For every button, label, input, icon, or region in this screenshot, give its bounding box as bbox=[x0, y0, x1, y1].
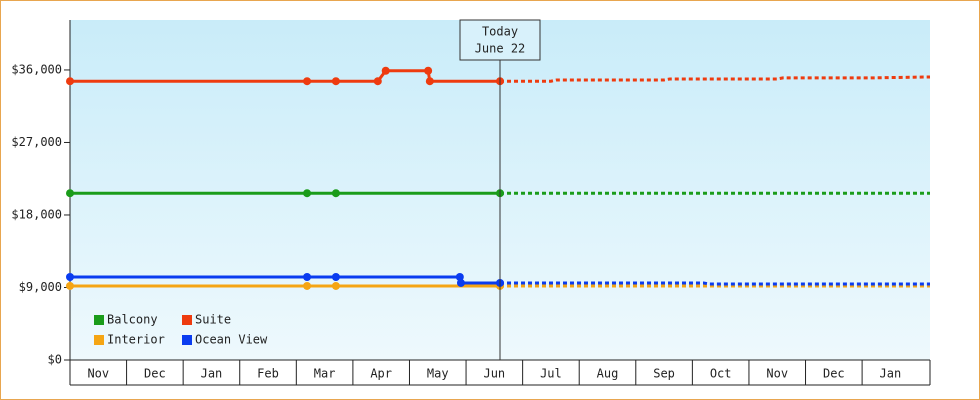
y-tick-label: $27,000 bbox=[11, 135, 62, 149]
price-point bbox=[381, 66, 390, 75]
x-tick-label: Feb bbox=[257, 367, 279, 381]
x-tick-label: Apr bbox=[370, 367, 392, 381]
price-point bbox=[331, 281, 340, 290]
legend-label: Balcony bbox=[107, 313, 158, 327]
price-point bbox=[66, 77, 74, 86]
x-tick-label: Mar bbox=[314, 367, 336, 381]
price-point bbox=[66, 189, 74, 198]
price-point bbox=[303, 281, 312, 290]
legend-label: Interior bbox=[107, 333, 165, 347]
legend-swatch bbox=[94, 315, 104, 325]
price-point bbox=[303, 273, 312, 282]
price-point bbox=[424, 66, 433, 75]
price-point bbox=[373, 77, 382, 86]
price-point bbox=[425, 77, 434, 86]
x-tick-label: Jun bbox=[483, 367, 505, 381]
price-point bbox=[456, 278, 465, 287]
legend-swatch bbox=[94, 335, 104, 345]
x-tick-label: Aug bbox=[597, 367, 619, 381]
x-tick-label: Oct bbox=[710, 367, 732, 381]
x-tick-label: Dec bbox=[823, 367, 845, 381]
legend-label: Suite bbox=[195, 313, 231, 327]
x-tick-label: Dec bbox=[144, 367, 166, 381]
legend-label: Ocean View bbox=[195, 333, 268, 347]
price-point bbox=[66, 273, 74, 282]
y-tick-label: $9,000 bbox=[19, 280, 62, 294]
price-point bbox=[331, 273, 340, 282]
x-tick-label: Jan bbox=[201, 367, 223, 381]
today-label: Today bbox=[482, 25, 518, 39]
forecast-line bbox=[500, 281, 930, 286]
price-point bbox=[331, 189, 340, 198]
y-tick-label: $0 bbox=[48, 353, 62, 367]
x-tick-label: Jan bbox=[880, 367, 902, 381]
legend-swatch bbox=[182, 335, 192, 345]
y-tick-label: $18,000 bbox=[11, 207, 62, 221]
legend-swatch bbox=[182, 315, 192, 325]
x-tick-label: May bbox=[427, 367, 449, 381]
y-tick-label: $36,000 bbox=[11, 62, 62, 76]
today-box bbox=[459, 19, 541, 61]
price-line bbox=[70, 275, 500, 285]
x-tick-label: Nov bbox=[766, 367, 788, 381]
x-tick-label: Sep bbox=[653, 367, 675, 381]
price-point bbox=[455, 273, 464, 282]
today-label: June 22 bbox=[475, 42, 526, 56]
price-point bbox=[303, 77, 312, 86]
price-point bbox=[331, 77, 340, 86]
forecast-line bbox=[500, 75, 931, 83]
price-point bbox=[66, 281, 74, 290]
x-tick-label: Nov bbox=[87, 367, 109, 381]
price-point bbox=[303, 189, 312, 198]
x-tick-label: Jul bbox=[540, 367, 562, 381]
